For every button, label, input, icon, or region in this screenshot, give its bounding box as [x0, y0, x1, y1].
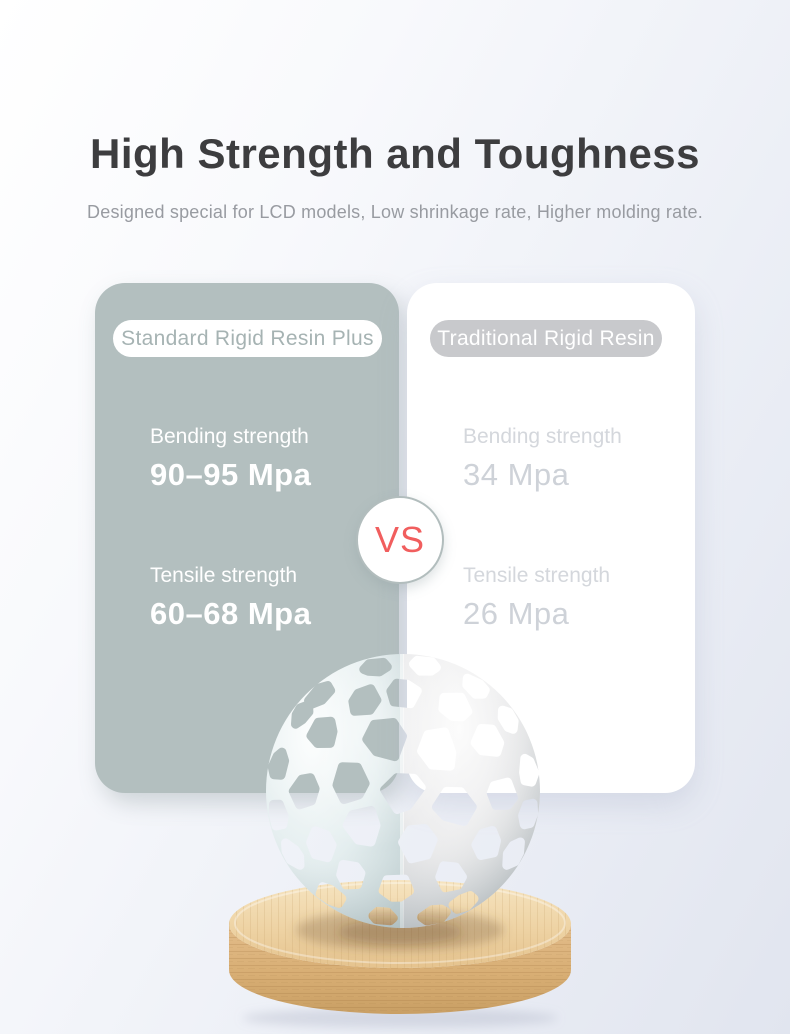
vs-label: VS	[374, 519, 426, 560]
left-bending-strength-stat: Bending strength 90–95 Mpa	[150, 424, 311, 492]
card-standard-rigid-resin-plus: Standard Rigid Resin Plus	[95, 283, 399, 793]
stat-value: 90–95 Mpa	[150, 457, 312, 492]
left-tensile-strength-stat: Tensile strength 60–68 Mpa	[150, 563, 311, 631]
right-bending-strength-stat: Bending strength 34 Mpa	[463, 424, 622, 492]
stat-label: Bending strength	[150, 425, 309, 448]
lattice-sphere-icon	[263, 651, 543, 931]
left-card-title: Standard Rigid Resin Plus	[121, 326, 374, 350]
stat-label: Tensile strength	[150, 564, 298, 587]
left-card-title-pill: Standard Rigid Resin Plus	[113, 320, 382, 357]
stat-value: 34 Mpa	[463, 457, 570, 492]
page-subtitle: Designed special for LCD models, Low shr…	[87, 202, 703, 222]
right-tensile-strength-stat: Tensile strength 26 Mpa	[463, 563, 610, 631]
stat-value: 60–68 Mpa	[150, 596, 312, 631]
right-card-title-pill: Traditional Rigid Resin	[430, 320, 662, 357]
right-card-title: Traditional Rigid Resin	[437, 326, 655, 350]
stat-label: Tensile strength	[463, 564, 611, 587]
stat-value: 26 Mpa	[463, 596, 570, 631]
stat-label: Bending strength	[463, 425, 622, 448]
vs-badge: VS	[356, 496, 444, 584]
page-title: High Strength and Toughness	[89, 130, 701, 177]
